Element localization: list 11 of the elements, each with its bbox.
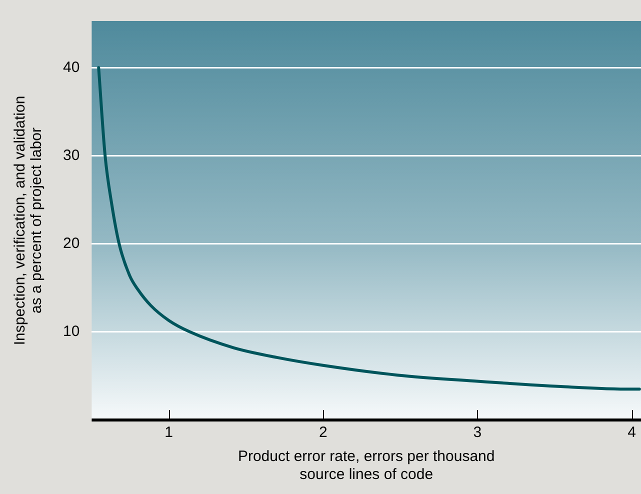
y-tick-label: 20 <box>62 234 80 252</box>
x-tick-label: 2 <box>318 424 328 442</box>
y-axis-title: Inspection, verification, and validation as a percent of project labor <box>11 96 45 346</box>
x-tick-label: 1 <box>164 424 174 442</box>
x-tick-label: 4 <box>628 424 636 442</box>
x-axis-title: Product error rate, errors per thousand source lines of code <box>238 448 495 484</box>
y-tick-label: 10 <box>62 323 80 340</box>
y-tick-label: 40 <box>62 58 80 76</box>
y-tick-label: 30 <box>62 146 80 164</box>
line-series <box>97 66 641 391</box>
x-tick-label: 3 <box>473 424 482 442</box>
